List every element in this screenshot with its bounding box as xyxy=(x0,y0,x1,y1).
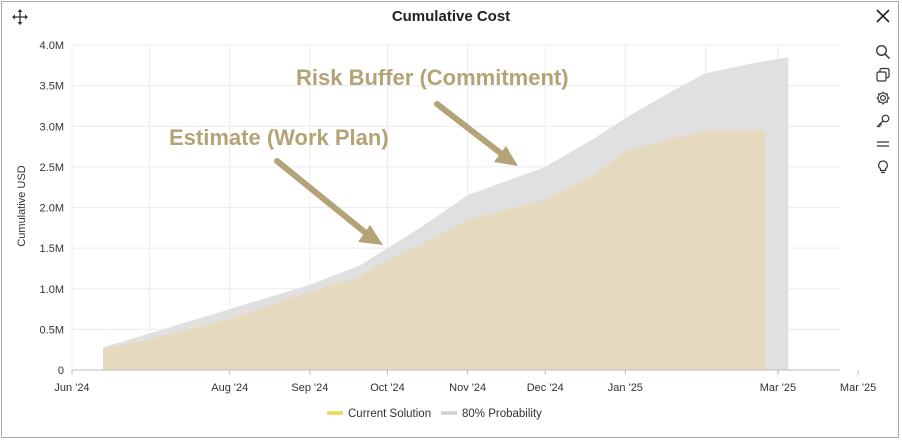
close-icon[interactable] xyxy=(874,7,892,25)
x-tick-label: Mar '25 xyxy=(840,382,876,394)
risk-buffer-annotation: Risk Buffer (Commitment) xyxy=(296,65,569,90)
estimate-annotation: Estimate (Work Plan) xyxy=(169,125,389,150)
x-tick-label: Jan '25 xyxy=(608,382,643,394)
x-tick-label: Jun '24 xyxy=(54,382,89,394)
estimate-arrowhead xyxy=(358,225,383,245)
y-axis-label: Cumulative USD xyxy=(16,165,28,246)
x-tick-label: Dec '24 xyxy=(527,382,564,394)
legend-label: Current Solution xyxy=(348,408,431,420)
menu-icon xyxy=(877,140,889,147)
side-toolbar xyxy=(872,40,894,178)
key-icon xyxy=(876,114,890,127)
x-tick-label: Oct '24 xyxy=(370,382,405,394)
y-tick-label: 1.0M xyxy=(40,284,64,296)
gear-icon xyxy=(876,91,890,104)
x-tick-label: Aug '24 xyxy=(211,382,248,394)
search-button[interactable] xyxy=(872,40,894,63)
y-tick-label: 0 xyxy=(58,365,64,377)
y-tick-label: 2.0M xyxy=(40,203,64,215)
x-tick-label: Mar '25 xyxy=(760,382,796,394)
series-area xyxy=(103,130,765,370)
x-tick-label: Sep '24 xyxy=(291,382,328,394)
copy-button[interactable] xyxy=(872,63,894,86)
annotations: Risk Buffer (Commitment) Estimate (Work … xyxy=(169,65,569,245)
y-tick-label: 2.5M xyxy=(40,162,64,174)
y-tick-label: 3.0M xyxy=(40,121,64,133)
legend: Current Solution 80% Probability xyxy=(327,408,542,420)
key-button[interactable] xyxy=(872,109,894,132)
series-areas xyxy=(103,57,789,370)
settings-button[interactable] xyxy=(872,86,894,109)
search-icon xyxy=(876,44,891,59)
x-axis: Jun '24 Aug '24 Sep '24 Oct '24 Nov '24 Dec '… xyxy=(54,370,876,394)
y-tick-label: 1.5M xyxy=(40,243,64,255)
y-tick-label: 0.5M xyxy=(40,324,64,336)
insights-button[interactable] xyxy=(872,155,894,178)
y-axis: 0 0.5M 1.0M 1.5M 2.0M 2.5M 3.0M 3.5M 4.0M xyxy=(40,40,840,377)
risk-buffer-arrow xyxy=(434,101,506,158)
estimate-arrow xyxy=(274,158,370,237)
chart-title: Cumulative Cost xyxy=(391,8,511,25)
y-tick-label: 3.5M xyxy=(40,81,64,93)
legend-label: 80% Probability xyxy=(462,408,542,420)
x-tick-label: Nov '24 xyxy=(449,382,486,394)
lightbulb-icon xyxy=(878,159,888,173)
risk-buffer-arrowhead xyxy=(494,146,518,166)
move-icon[interactable] xyxy=(11,8,29,26)
menu-button[interactable] xyxy=(872,132,894,155)
y-tick-label: 4.0M xyxy=(40,40,64,52)
copy-icon xyxy=(876,67,890,82)
